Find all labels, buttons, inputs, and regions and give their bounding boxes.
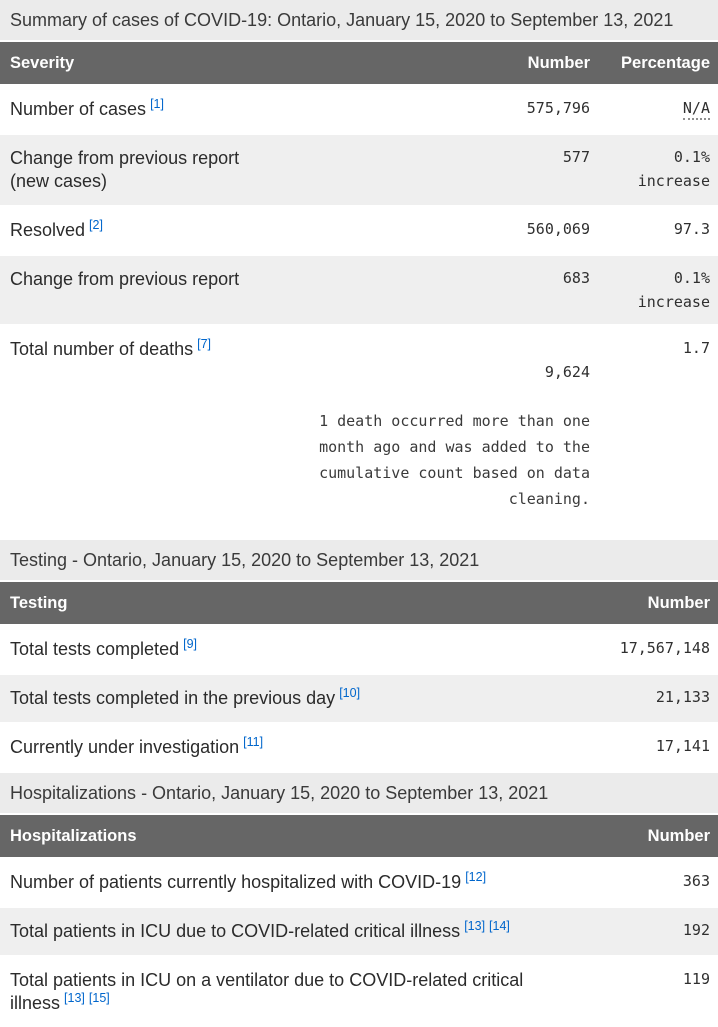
number-cell: 363 [682,872,710,890]
number-cell: 192 [682,921,710,939]
column-header-testing: Testing [10,594,68,612]
number-cell: 17,567,148 [619,639,710,657]
footnote-ref-link[interactable]: [10] [339,686,361,700]
row-label: Number of patients currently hospitalize… [10,872,462,892]
row-label: Change from previous report [10,269,240,289]
row-label-cell: Number of patients currently hospitalize… [0,859,588,906]
table-row: Total patients in ICU on a ventilator du… [0,957,718,1027]
footnote-ref-link[interactable]: [13] [464,919,486,933]
testing-header-row: Testing Number [0,582,718,624]
percentage-cell: N/A [590,86,718,133]
number-cell: 683 [562,269,590,287]
table-row: Number of cases [1] 575,796 N/A [0,86,718,133]
row-label-cell: Change from previous report [0,256,440,324]
row-label: Change from previous report (new cases) [10,148,240,191]
column-header-number: Number [527,54,590,72]
footnote-ref-link[interactable]: [15] [88,991,110,1005]
number-cell: 575,796 [526,99,590,117]
column-header-number: Number [647,594,710,612]
row-label: Number of cases [10,99,147,119]
row-label: Total tests completed [10,639,180,659]
column-header-number: Number [647,827,710,845]
row-label: Total tests completed in the previous da… [10,688,336,708]
summary-table: Summary of cases of COVID-19: Ontario, J… [0,0,718,538]
table-row: Total tests completed [9] 17,567,148 [0,626,718,673]
number-cell: 17,141 [655,737,710,755]
column-header-severity: Severity [10,54,75,72]
column-header-percentage: Percentage [621,54,710,72]
number-cell: 560,069 [526,220,590,238]
footnote-refs: [13] [15] [60,991,110,1005]
footnote-ref-link[interactable]: [9] [183,637,197,651]
footnote-refs: [11] [239,735,263,749]
table-row: Change from previous report (new cases) … [0,135,718,205]
hospitalizations-caption: Hospitalizations - Ontario, January 15, … [0,773,718,813]
summary-caption: Summary of cases of COVID-19: Ontario, J… [0,0,718,40]
hospitalizations-table: Hospitalizations - Ontario, January 15, … [0,773,718,1027]
number-cell: 577 [562,148,590,166]
footnote-ref-link[interactable]: [13] [64,991,85,1005]
row-label: Total patients in ICU due to COVID-relat… [10,921,461,941]
footnote-ref-link[interactable]: [11] [243,735,264,749]
table-row: Resolved [2] 560,069 97.3 [0,207,718,254]
table-row: Number of patients currently hospitalize… [0,859,718,906]
number-cell: 119 [682,970,710,988]
footnote-refs: [9] [179,637,197,651]
percentage-cell: 97.3 [673,220,710,238]
summary-header-row: Severity Number Percentage [0,42,718,84]
footnote-ref-link[interactable]: [12] [465,870,487,884]
table-row: Total patients in ICU due to COVID-relat… [0,908,718,955]
percentage-cell: 0.1% increase [637,148,710,190]
row-label-cell: Total tests completed [9] [0,626,588,673]
row-label-cell: Currently under investigation [11] [0,724,588,771]
row-label-cell: Total number of deaths [7] [0,326,300,538]
footnote-ref-link[interactable]: [14] [489,919,510,933]
testing-caption: Testing - Ontario, January 15, 2020 to S… [0,540,718,580]
table-row: Change from previous report 683 0.1% inc… [0,256,718,324]
row-label-cell: Total patients in ICU due to COVID-relat… [0,908,588,955]
percentage-cell: 1.7 [682,339,710,357]
footnote-refs: [2] [85,218,103,232]
row-label: Currently under investigation [10,737,240,757]
percentage-cell: 0.1% increase [637,269,710,311]
footnote-refs: [13] [14] [460,919,510,933]
number-cell: 21,133 [655,688,710,706]
column-header-hospitalizations: Hospitalizations [10,827,137,845]
row-label: Total number of deaths [10,339,194,359]
row-label-cell: Number of cases [1] [0,86,440,133]
table-row: Total number of deaths [7] 9,624 1 death … [0,326,718,538]
row-label-cell: Change from previous report (new cases) [0,135,440,205]
footnote-refs: [7] [193,337,211,351]
row-label-cell: Total tests completed in the previous da… [0,675,588,722]
deaths-note: 1 death occurred more than one month ago… [319,412,590,508]
footnote-ref-link[interactable]: [2] [89,218,103,232]
footnote-refs: [1] [146,97,164,111]
footnote-ref-link[interactable]: [7] [197,337,212,351]
hospitalizations-header-row: Hospitalizations Number [0,815,718,857]
footnote-refs: [12] [461,870,486,884]
number-cell: 9,624 1 death occurred more than one mon… [300,326,590,538]
footnote-ref-link[interactable]: [1] [150,97,164,111]
testing-table: Testing - Ontario, January 15, 2020 to S… [0,540,718,771]
na-abbr: N/A [682,99,710,120]
deaths-number: 9,624 [544,363,590,381]
row-label-cell: Total patients in ICU on a ventilator du… [0,957,588,1027]
table-row: Total tests completed in the previous da… [0,675,718,722]
row-label-cell: Resolved [2] [0,207,440,254]
table-row: Currently under investigation [11] 17,141 [0,724,718,771]
row-label: Resolved [10,220,86,240]
footnote-refs: [10] [335,686,360,700]
